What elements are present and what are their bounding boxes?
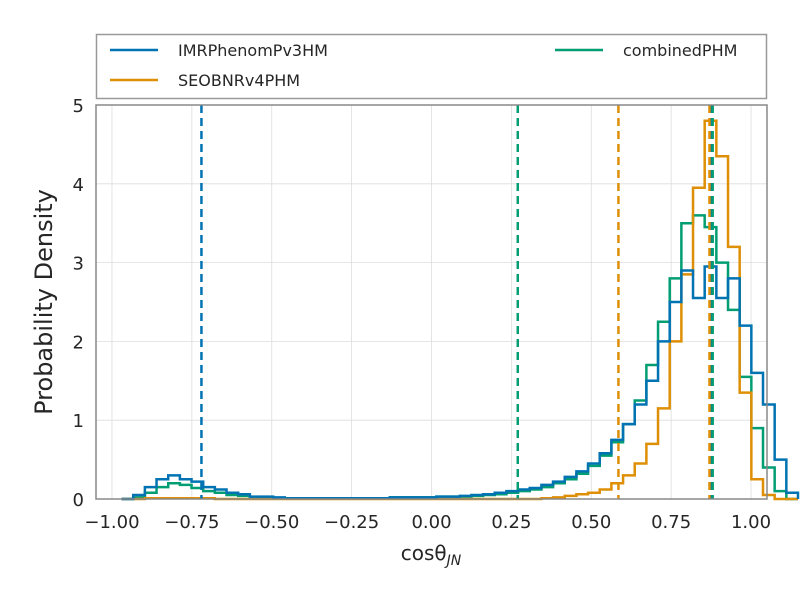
legend: IMRPhenomPv3HM SEOBNRv4PHM combinedPHM	[95, 33, 768, 100]
legend-frame	[95, 33, 768, 100]
y-tick-labels: 0 1 2 3 4 5	[73, 96, 84, 511]
y-tick-label: 1	[73, 411, 84, 432]
x-tick-label: −1.00	[84, 512, 139, 533]
x-tick-label: 0.00	[411, 512, 451, 533]
y-tick-label: 2	[73, 332, 84, 353]
y-axis-label: Probability Density	[30, 189, 58, 415]
plot-frame	[95, 104, 768, 500]
x-tick-label: −0.75	[164, 512, 219, 533]
x-tick-labels: −1.00 −0.75 −0.50 −0.25 0.00 0.25 0.50 0.75 1.00	[84, 512, 771, 533]
x-axis-label: cosθJN	[401, 541, 462, 569]
x-tick-label: −0.50	[244, 512, 299, 533]
y-tick-label: 0	[73, 490, 84, 511]
legend-label-SEOBNRv4PHM: SEOBNRv4PHM	[178, 71, 300, 90]
x-axis-label-main: cosθ	[401, 541, 447, 565]
x-tick-label: 0.50	[571, 512, 611, 533]
x-tick-label: 0.25	[491, 512, 531, 533]
x-tick-label: 0.75	[651, 512, 691, 533]
y-tick-label: 4	[73, 175, 84, 196]
x-axis-label-sub: JN	[444, 553, 462, 569]
y-tick-label: 5	[73, 96, 84, 117]
histogram-series-combinedPHM	[121, 214, 798, 501]
legend-label-combinedPHM: combinedPHM	[623, 41, 737, 60]
legend-label-IMRPhenomPv3HM: IMRPhenomPv3HM	[178, 41, 328, 60]
x-tick-label: −0.25	[324, 512, 379, 533]
plot-area	[95, 104, 800, 501]
x-tick-label: 1.00	[731, 512, 771, 533]
median-lines	[200, 105, 714, 499]
histogram-series-IMRPhenomPv3HM	[121, 265, 800, 501]
y-tick-label: 3	[73, 254, 84, 275]
